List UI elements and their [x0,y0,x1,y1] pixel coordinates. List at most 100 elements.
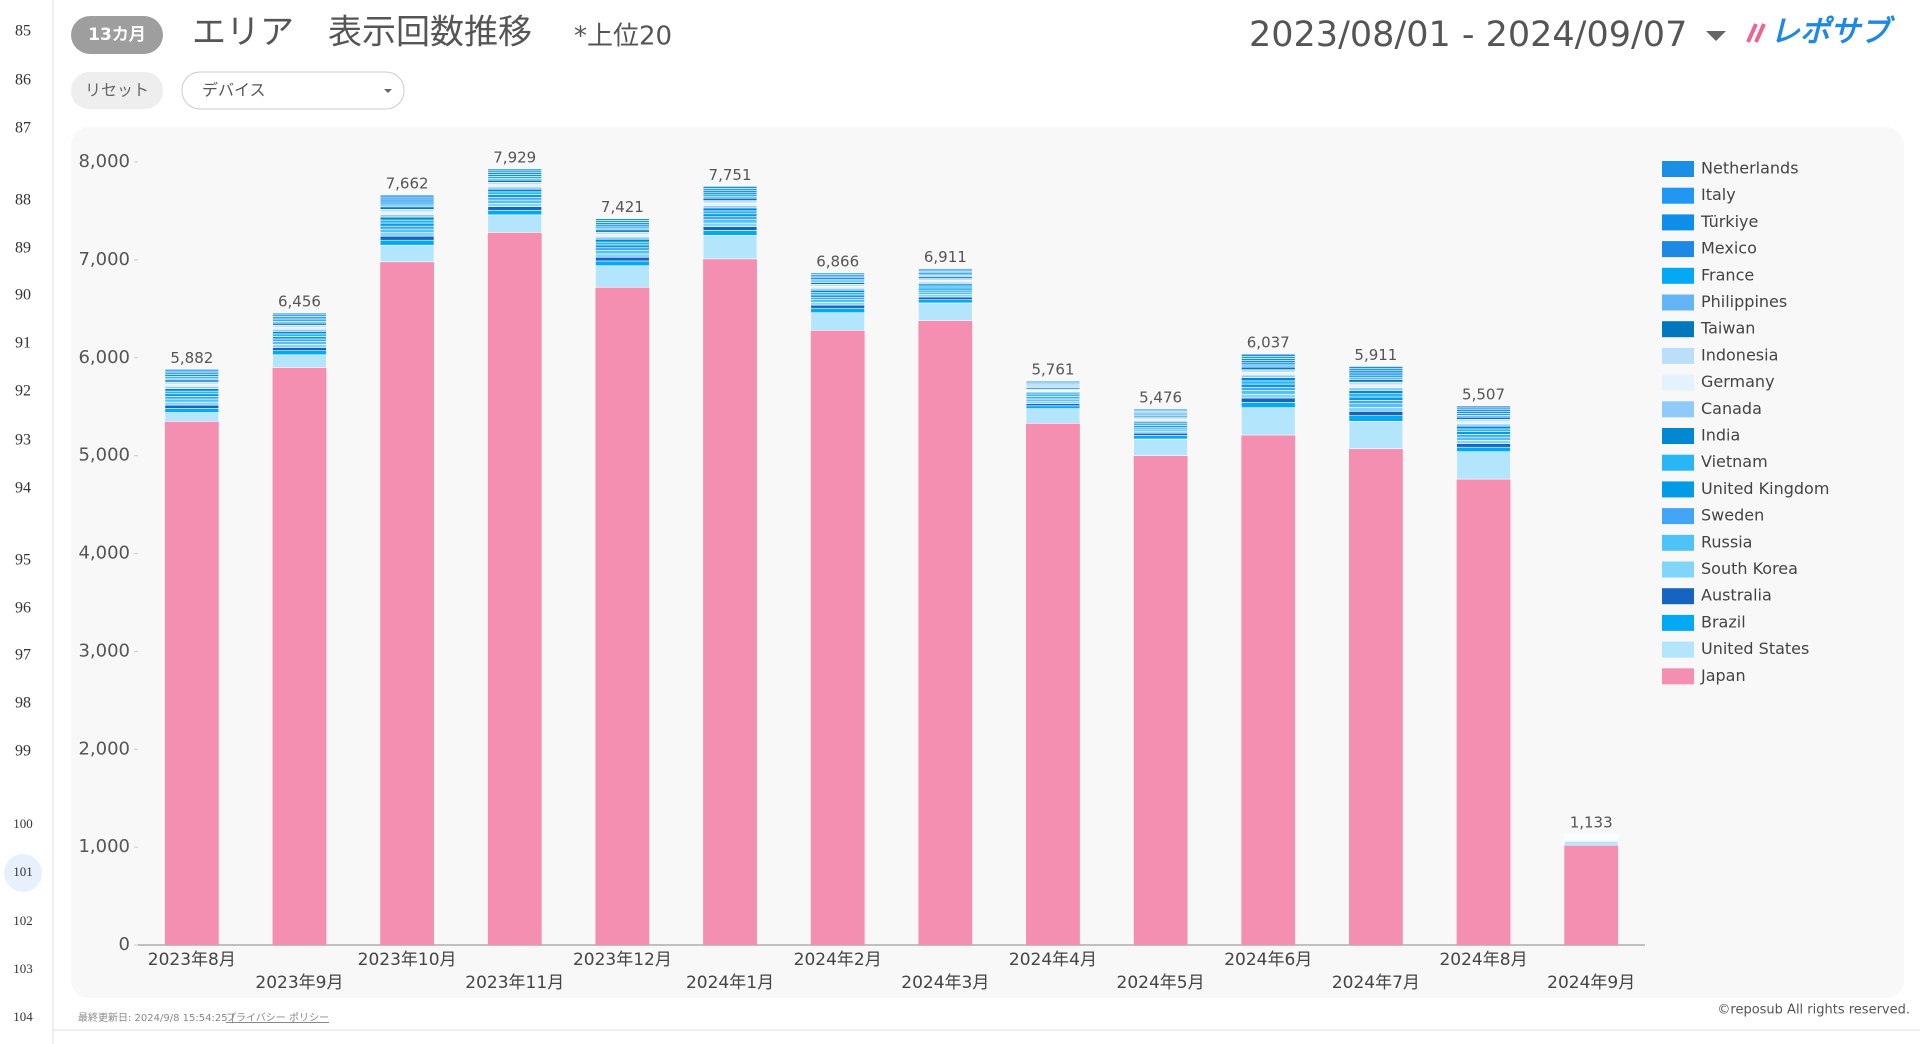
bar-segment [810,304,865,309]
legend-label: Vietnam [1701,452,1768,471]
bar-segment [272,367,327,946]
x-tick-label: 2024年5月 [1117,973,1205,993]
bar-segment [1241,372,1296,376]
legend-label: Philippines [1701,292,1787,311]
bar-segment [164,393,220,397]
date-dropdown-arrow[interactable] [1706,31,1726,41]
bar-segment [1348,368,1404,372]
privacy-link[interactable]: プライバシー ポリシー [226,1012,329,1024]
bar-segment [1241,380,1296,385]
bar-segment [702,219,758,224]
bar-segment [595,253,650,258]
date-range[interactable]: 2023/08/01 - 2024/09/07 [1249,15,1687,55]
bar-segment [918,285,973,289]
bar-segment [272,312,327,316]
reset-button[interactable] [71,72,163,109]
row-number: 93 [15,432,31,449]
page-title: エリア 表示回数推移 [192,13,532,53]
total-label: 7,421 [601,198,644,216]
bar-segment [1241,360,1296,364]
legend-swatch [1662,214,1694,231]
bar-segment [810,330,865,946]
bar-segment [1025,405,1081,409]
bar-segment [379,209,435,213]
bar-segment [272,344,327,348]
x-tick-label: 2024年4月 [1009,950,1097,970]
y-tick-label: 4,000 [78,543,130,564]
legend-label: Sweden [1701,506,1764,525]
bar-segment [1456,405,1511,409]
bar-segment [272,322,327,326]
bar-segment [918,289,973,293]
bar-segment [164,379,220,383]
bar-segment [810,299,865,303]
legend-swatch [1662,588,1694,605]
bar-segment [1025,380,1081,383]
legend-label: India [1701,426,1740,445]
bar-segment [1241,401,1296,408]
last-updated: 最終更新日: 2024/9/8 15:54:25 | [78,1011,234,1024]
bar-segment [487,188,542,193]
legend-label: Germany [1701,372,1775,391]
y-tick-label: 0 [119,934,130,955]
bar-segment [810,302,865,306]
legend-swatch [1662,454,1694,471]
period-label[interactable]: 13カ月 [88,25,146,45]
bar-segment [1025,408,1081,424]
row-number: 97 [15,647,31,664]
bar-segment [702,197,758,201]
row-number: 99 [15,743,31,760]
bar-segment [810,292,865,296]
bar-segment [1348,374,1404,378]
row-number: 90 [15,287,31,304]
bar-segment [595,250,650,255]
legend-label: Canada [1701,399,1762,418]
total-label: 6,911 [924,248,967,266]
legend-label: France [1701,265,1754,284]
bar-segment [702,226,758,231]
bar-segment [1348,366,1404,369]
bar-segment [164,396,220,400]
x-tick-label: 2023年12月 [573,950,672,970]
bar-segment [487,197,542,201]
bar-segment [379,206,435,210]
bar-segment [164,390,220,395]
period-pill[interactable] [71,16,163,54]
bar-segment [272,336,327,340]
legend-swatch [1662,161,1694,177]
legend-swatch [1662,668,1694,685]
bar-segment [1348,393,1404,398]
bar-segment [702,210,758,215]
bar-segment [595,238,650,243]
total-label: 6,456 [278,293,321,311]
x-tick-label: 2023年8月 [148,950,236,970]
bar-segment [918,287,973,291]
device-filter-arrow[interactable] [384,89,392,93]
reset-label[interactable]: リセット [85,81,149,100]
row-number: 91 [15,335,31,352]
row-number: 86 [15,72,31,89]
x-tick-label: 2024年6月 [1224,950,1312,970]
device-filter[interactable] [181,71,405,110]
legend-label: Brazil [1701,612,1746,631]
bar-segment [1348,407,1404,412]
bar-segment [487,199,542,204]
bar-segment [918,294,973,298]
bar-segment [1133,428,1188,432]
total-label: 5,911 [1354,346,1397,364]
bar-segment [702,205,758,209]
bar-segment [595,234,650,238]
device-filter-label[interactable]: デバイス [202,81,266,100]
bar-segment [1456,416,1511,420]
bar-segment [272,328,327,332]
logo-mark [1746,23,1766,43]
x-tick-label: 2024年8月 [1439,950,1527,970]
bar-segment [1241,387,1296,391]
x-tick-label: 2024年9月 [1547,973,1635,993]
bar-segment [1456,434,1511,438]
row-number: 102 [13,913,33,928]
bar-segment [379,214,435,218]
bar-segment [595,241,650,246]
row-number: 98 [15,695,31,712]
